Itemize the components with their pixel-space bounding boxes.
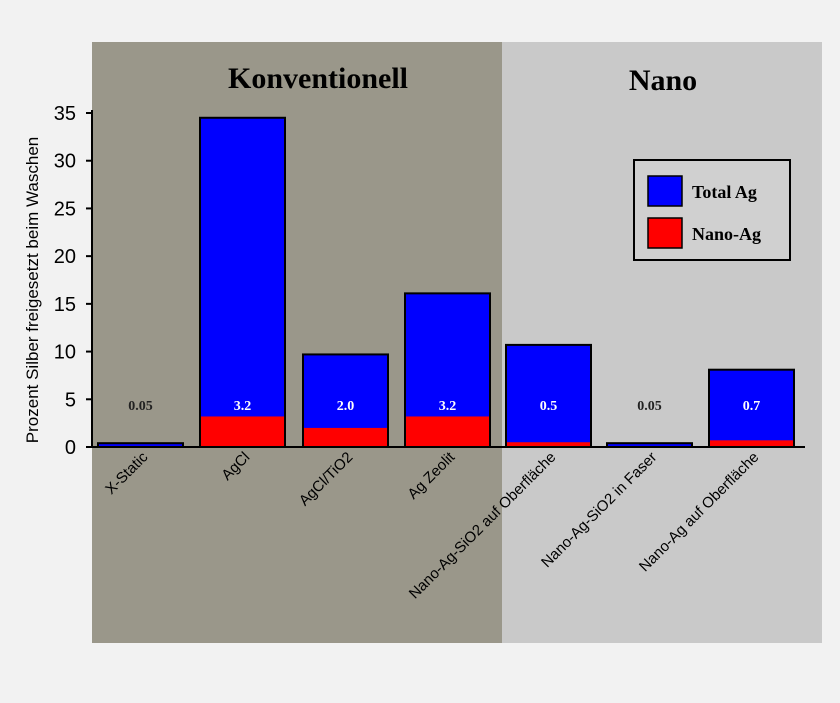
bar-nano-ag [710, 440, 793, 446]
bar-total-ag [708, 368, 795, 448]
group-label: Nano [629, 64, 697, 97]
bar-nano-ag [304, 427, 387, 446]
y-tick-label: 5 [65, 389, 76, 411]
legend-swatch [647, 175, 683, 207]
data-label: 3.2 [234, 399, 252, 414]
bar-nano-ag [507, 442, 590, 446]
data-label: 0.7 [743, 399, 761, 414]
bar-total-ag [606, 442, 693, 449]
y-axis-label: Prozent Silber freigesetzt beim Waschen [23, 137, 42, 443]
bar-nano-ag [201, 416, 284, 446]
bar-total-ag [505, 343, 592, 448]
legend-label: Total Ag [692, 182, 757, 202]
data-label: 2.0 [337, 399, 355, 414]
group-label: Konventionell [228, 62, 408, 95]
y-tick-label: 20 [54, 246, 76, 268]
y-tick-label: 25 [54, 198, 76, 220]
y-tick-label: 35 [54, 103, 76, 125]
y-tick-label: 0 [65, 437, 76, 459]
legend-label: Nano-Ag [692, 224, 761, 244]
bar-nano-ag [406, 416, 489, 446]
bar-total-ag [199, 116, 286, 449]
data-label: 0.05 [128, 399, 153, 414]
y-tick-label: 15 [54, 294, 76, 316]
data-label: 3.2 [439, 399, 457, 414]
data-label: 0.05 [637, 399, 662, 414]
panel-nano [502, 42, 822, 643]
y-tick-label: 30 [54, 151, 76, 173]
data-label: 0.5 [540, 399, 558, 414]
bar-total-ag [97, 442, 184, 449]
y-tick-label: 10 [54, 342, 76, 364]
legend-swatch [647, 217, 683, 249]
